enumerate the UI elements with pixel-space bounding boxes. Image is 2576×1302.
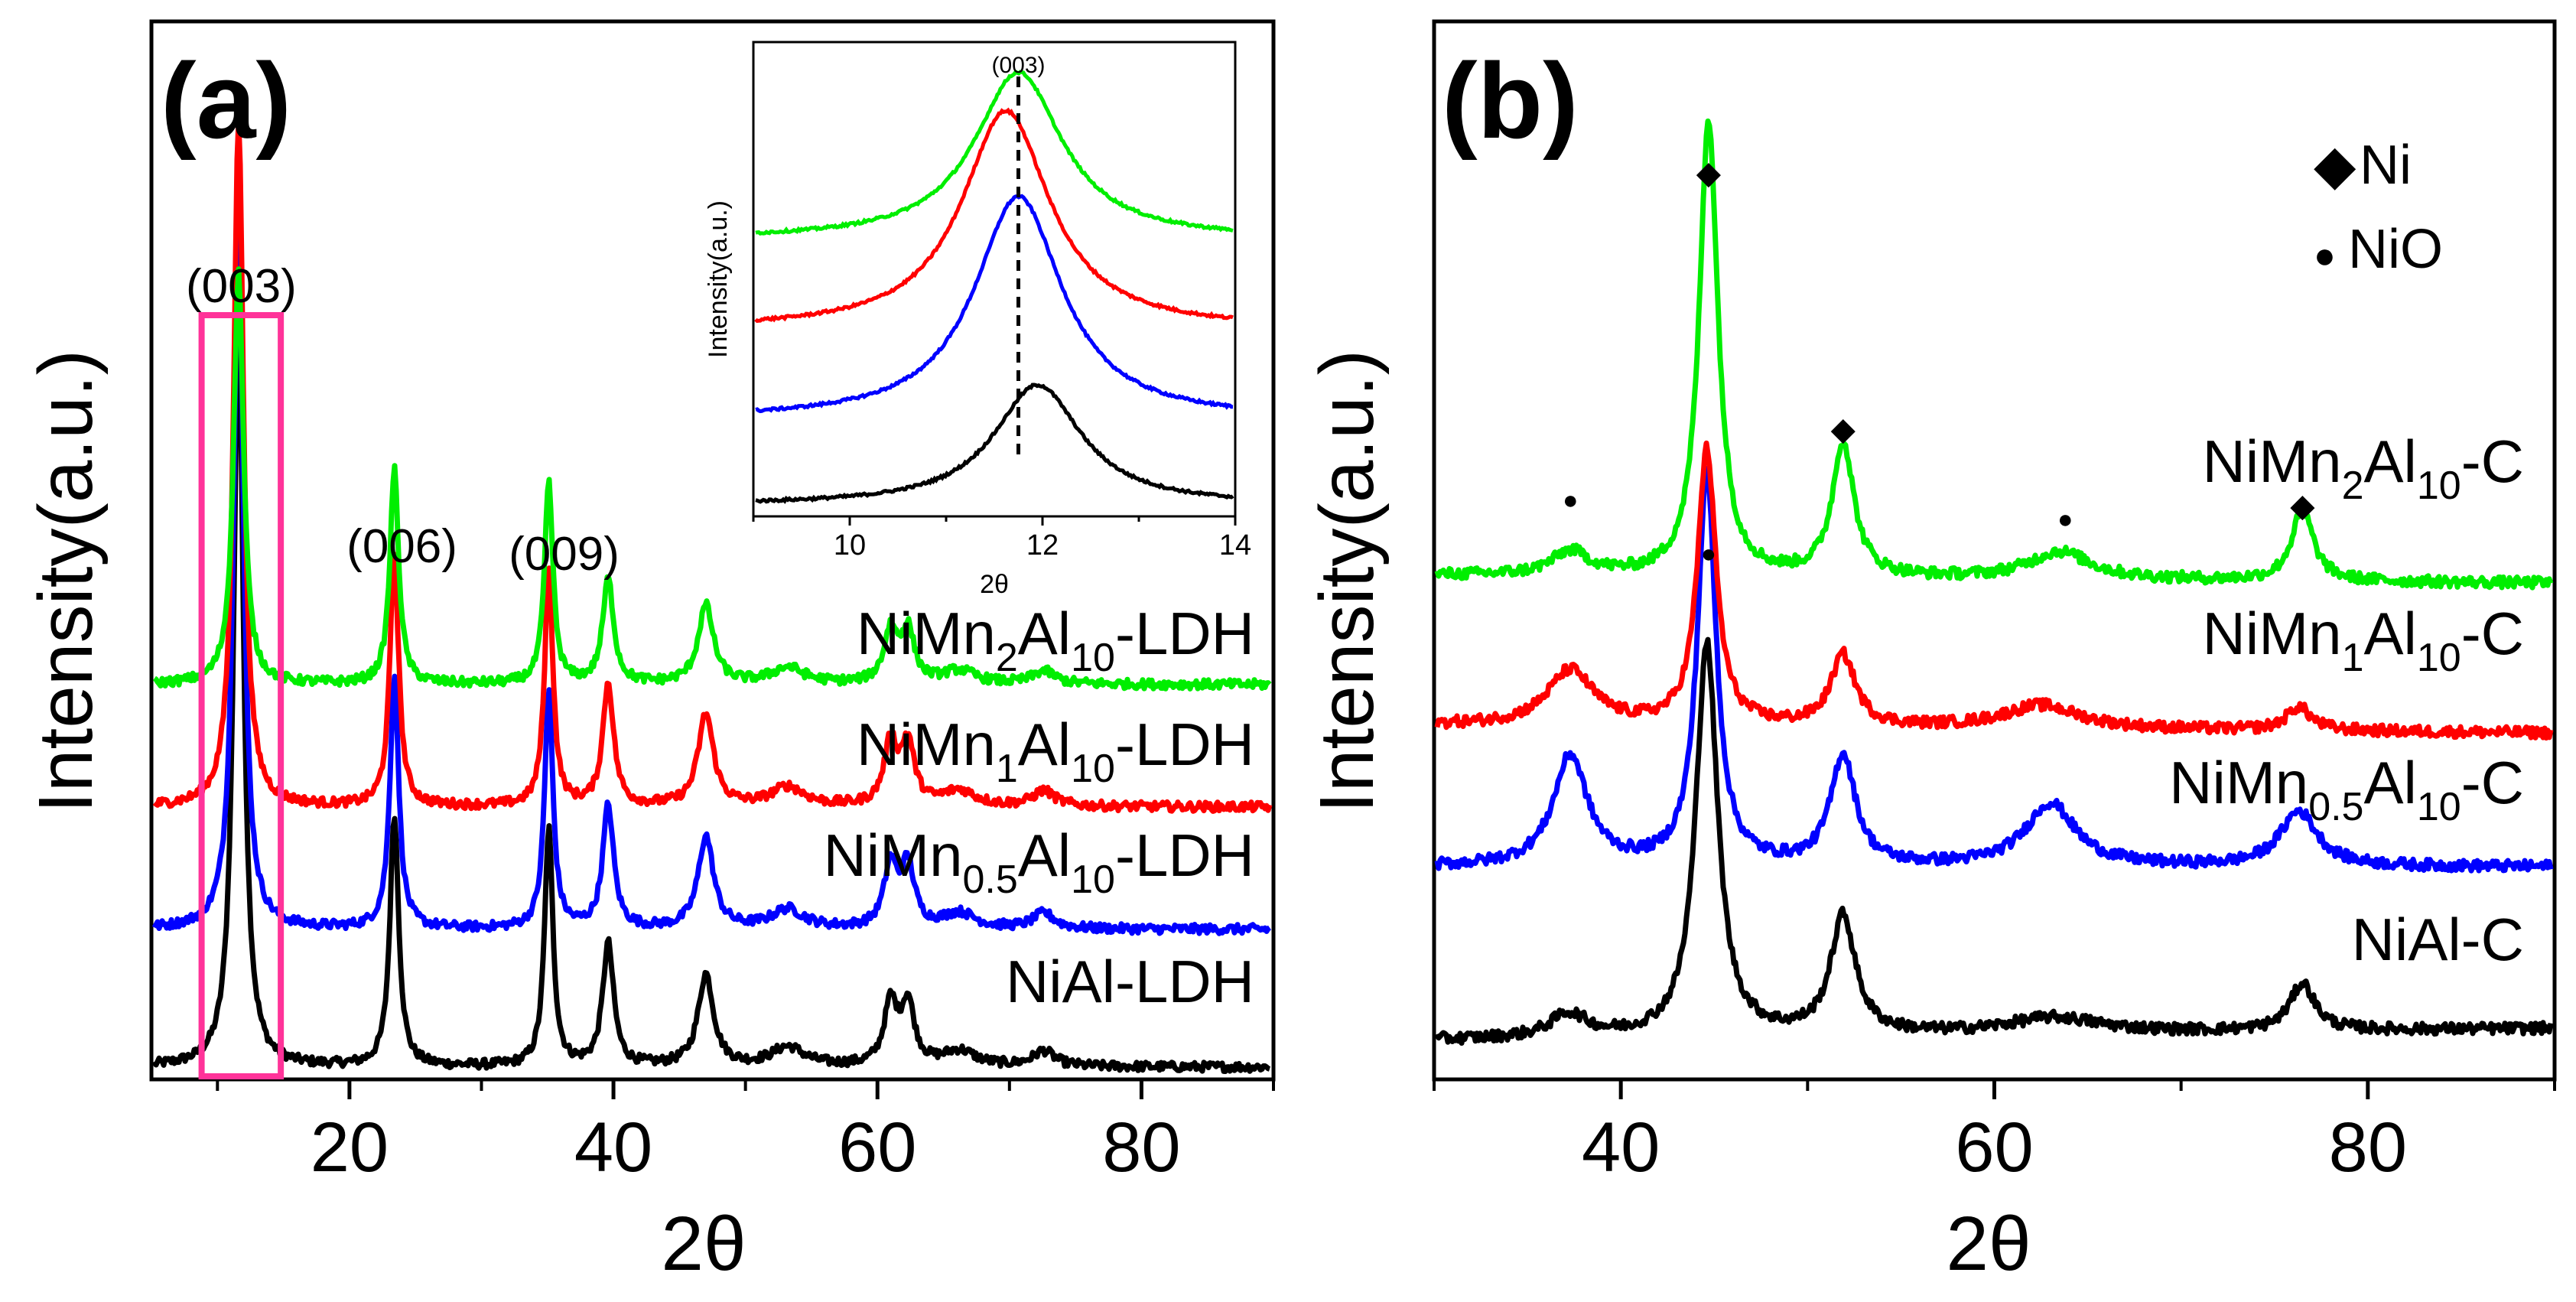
nio-marker: ●: [1701, 539, 1717, 568]
panel-b-curve-label: NiMn0.5Al10-C: [2169, 749, 2524, 829]
panel-b-x-tick-label: 60: [1955, 1108, 2033, 1186]
panel-a-series-2: [152, 117, 1273, 814]
panel-a-series-1: [151, 218, 1272, 936]
nio-marker: ●: [2057, 505, 2073, 534]
panel-a-series-3: [152, 266, 1272, 692]
panel-b-curve-labels: NiAl-C NiMn0.5Al10-C NiMn1Al10-C NiMn2Al10-…: [2169, 428, 2524, 973]
panel-b-series-1: [1434, 465, 2554, 874]
panel-b-curve-label: NiMn2Al10-C: [2203, 428, 2524, 508]
inset-frame: [752, 41, 1237, 518]
panel-a-curve-label: NiAl-LDH: [1006, 948, 1254, 1015]
panel-b-phase-markers: ● ◆ ◆ ● ◆ ●: [1563, 155, 2315, 568]
legend-nio-marker: ●: [2314, 236, 2336, 276]
inset-series-0: [755, 382, 1234, 504]
panel-a-x-ticks: 20 40 60 80: [216, 1079, 1275, 1186]
panel-b-x-tick-label: 40: [1582, 1108, 1660, 1186]
panel-a-y-axis-title: Intensity(a.u.): [23, 350, 109, 813]
panel-b-legend: ◆ Ni ● NiO: [2314, 135, 2443, 280]
ni-marker: ◆: [2290, 487, 2315, 523]
inset-x-tick-label: 12: [1026, 529, 1059, 561]
inset-peak-label: (003): [991, 53, 1045, 78]
panel-a-curve-label: NiMn1Al10-LDH: [857, 711, 1254, 791]
panel-b-series-3: [1434, 118, 2554, 591]
inset-series-3: [755, 69, 1234, 236]
peak-label-006: (006): [346, 520, 457, 573]
panel-a-x-tick-label: 80: [1102, 1108, 1180, 1186]
legend-nio-label: NiO: [2348, 219, 2443, 280]
panel-b-x-tick-label: 80: [2329, 1108, 2407, 1186]
panel-b-y-axis-title: Intensity(a.u.): [1304, 350, 1390, 813]
panel-b-x-ticks: 40 60 80: [1433, 1079, 2556, 1186]
panel-b-curves: [1434, 118, 2554, 1046]
panel-b-curve-label: NiAl-C: [2352, 906, 2524, 973]
panel-a-x-tick-label: 60: [838, 1108, 916, 1186]
highlight-box-003: [198, 312, 285, 1079]
inset-series-2: [754, 107, 1234, 324]
panel-b-series-0: [1434, 636, 2554, 1046]
legend-ni-marker: ◆: [2314, 135, 2356, 196]
ni-marker: ◆: [1696, 155, 1722, 190]
panel-b: 40 60 80 ● ◆ ◆ ● ◆ ● (b) 2θ Intensity(a.u.) ◆ N…: [1304, 19, 2557, 1287]
panel-a-series-0: [151, 315, 1271, 1074]
panel-a-frame: [149, 19, 1276, 1082]
panel-a-label: (a): [161, 41, 291, 161]
panel-a: 20 40 60 80 (a) 2θ Intensity(a.u.) (003) (0…: [23, 19, 1276, 1287]
inset-series-1: [755, 194, 1234, 414]
panel-a-curve-label: NiMn2Al10-LDH: [857, 600, 1254, 680]
panel-a-x-tick-label: 40: [574, 1108, 652, 1186]
inset-x-axis-title: 2θ: [980, 570, 1009, 599]
panel-a-curve-labels: NiAl-LDH NiMn0.5Al10-LDH NiMn1Al10-LDH NiMn…: [823, 600, 1254, 1015]
panel-a-x-axis-title: 2θ: [661, 1201, 746, 1287]
panel-b-series-2: [1434, 440, 2554, 741]
panel-a-curve-label: NiMn0.5Al10-LDH: [823, 822, 1254, 902]
inset-curves: [754, 69, 1234, 504]
panel-a-curves: [151, 117, 1273, 1074]
panel-b-x-axis-title: 2θ: [1946, 1201, 2031, 1287]
inset-x-ticks: 10 12 14: [752, 516, 1251, 561]
inset-x-tick-label: 14: [1219, 529, 1251, 561]
inset-x-tick-label: 10: [834, 529, 866, 561]
peak-label-009: (009): [509, 528, 620, 581]
ni-marker: ◆: [1831, 411, 1856, 447]
inset-plot: 10 12 14 (003) 2θ Intensity(a.u.): [704, 41, 1251, 599]
panel-b-label: (b): [1442, 41, 1579, 161]
legend-ni-label: Ni: [2360, 135, 2412, 196]
inset-y-axis-title: Intensity(a.u.): [704, 200, 733, 358]
panel-a-x-tick-label: 20: [311, 1108, 389, 1186]
nio-marker: ●: [1563, 486, 1579, 515]
highlight-box-label: (003): [186, 260, 297, 313]
panel-b-curve-label: NiMn1Al10-C: [2203, 600, 2524, 680]
